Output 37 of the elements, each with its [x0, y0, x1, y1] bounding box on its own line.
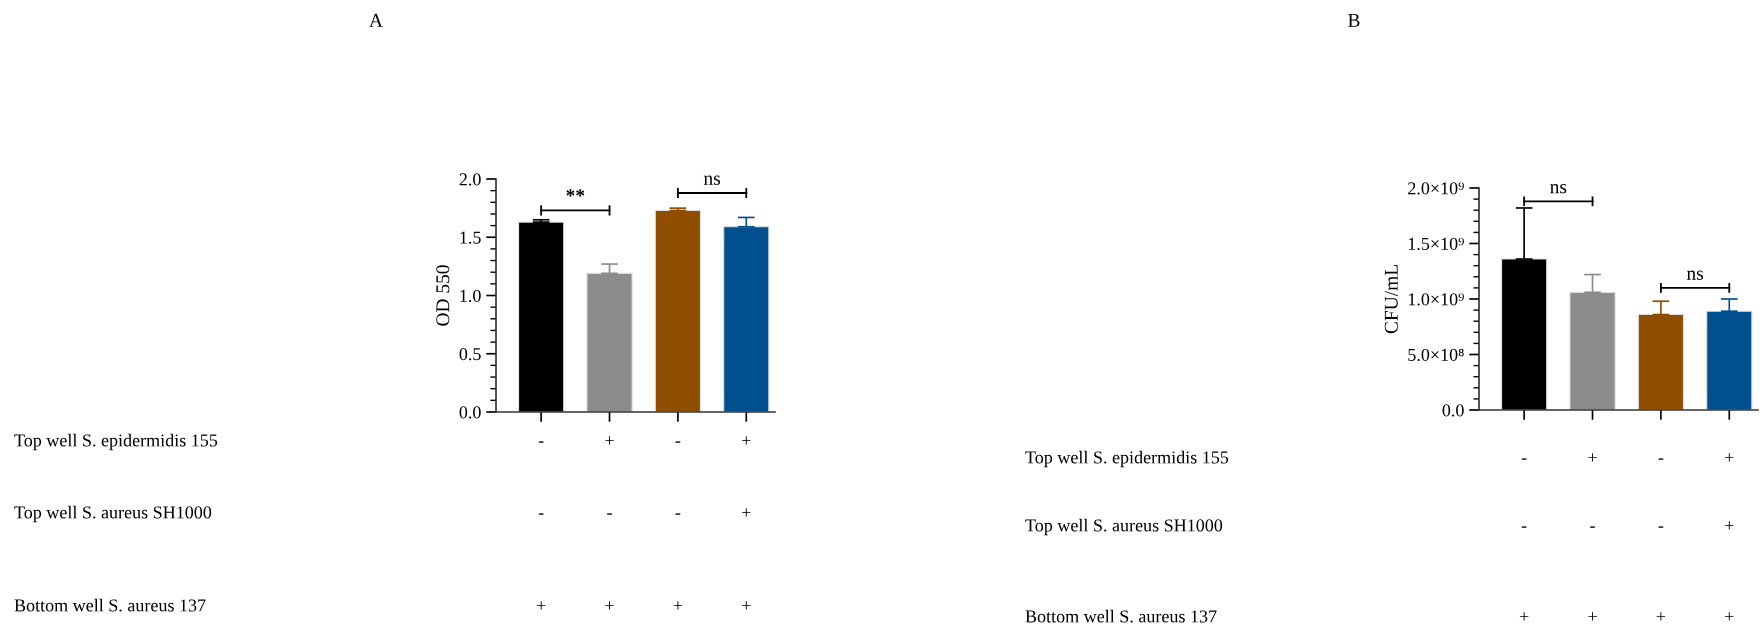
text: Top well S. aureus SH1000	[14, 505, 212, 523]
category-label: - - +	[1656, 458, 1666, 621]
y-tick-label: 2.0×10⁹	[1408, 182, 1464, 195]
bar	[654, 209, 702, 412]
text: Top well S. aureus SH1000	[1025, 518, 1223, 536]
y-tick-label: 1.0	[460, 289, 481, 303]
y-tick-label: 1.0×10⁹	[1408, 293, 1464, 306]
category-label: - - +	[1519, 458, 1529, 621]
category-label: + - +	[605, 436, 614, 610]
y-tick-label: 1.5	[460, 231, 481, 244]
y-tick-label: 5.0×10⁸	[1408, 348, 1464, 362]
y-tick-label: 1.5×10⁹	[1408, 237, 1464, 251]
bar	[723, 226, 770, 412]
annotation: **	[566, 189, 585, 197]
y-tick-label: 0.0	[1442, 404, 1464, 417]
text: Bottom well S. aureus 137	[1025, 609, 1217, 623]
category-label: - - +	[536, 441, 546, 610]
y-tick-label: 0.0	[459, 406, 481, 419]
category-label: + - +	[1588, 453, 1597, 621]
y-axis-title: OD 550	[436, 265, 450, 326]
category-label: - - +	[673, 441, 683, 610]
category-label: + + +	[1725, 453, 1734, 621]
chart-title: B	[1348, 13, 1360, 27]
text: Top well S. epidermidis 155	[1025, 450, 1229, 468]
annotation: ns	[1550, 184, 1567, 194]
annotation: ns	[703, 175, 721, 185]
bar	[1706, 310, 1753, 410]
y-tick-label: 0.5	[459, 348, 481, 361]
category-label: + + +	[742, 436, 751, 610]
bar	[1501, 258, 1548, 410]
annotation: ns	[1686, 270, 1704, 280]
text: Bottom well S. aureus 137	[14, 598, 206, 612]
chart-title: A	[369, 13, 383, 27]
y-axis-title: CFU/mL	[1384, 265, 1398, 334]
bar	[518, 221, 565, 412]
y-tick-label: 2.0	[459, 173, 481, 186]
text: Top well S. epidermidis 155	[14, 433, 218, 451]
